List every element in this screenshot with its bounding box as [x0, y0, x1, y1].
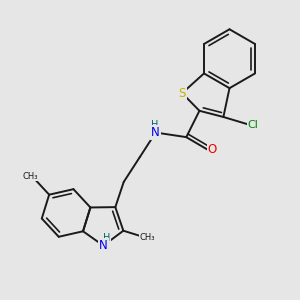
Text: CH₃: CH₃	[23, 172, 38, 181]
Text: CH₃: CH₃	[140, 233, 155, 242]
Text: S: S	[178, 87, 186, 100]
Text: H: H	[103, 233, 111, 243]
Text: N: N	[99, 239, 108, 252]
Text: Cl: Cl	[248, 120, 259, 130]
Text: O: O	[208, 143, 217, 156]
Text: H: H	[151, 120, 158, 130]
Text: N: N	[151, 126, 160, 139]
